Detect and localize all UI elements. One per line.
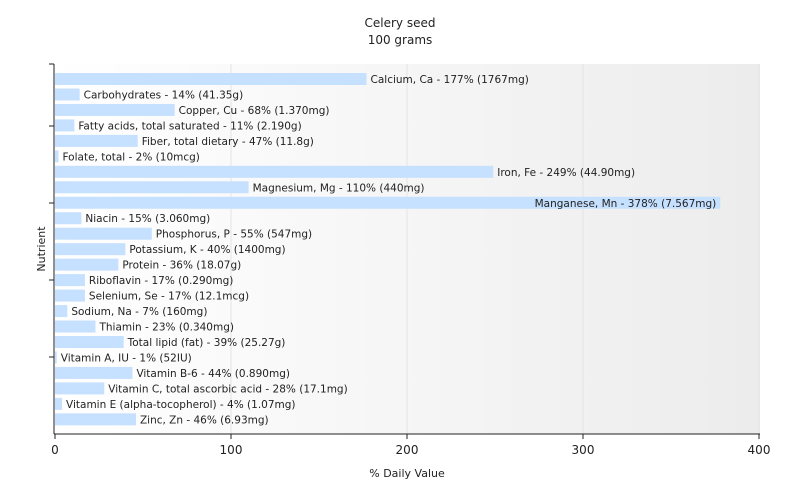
bar-label: Selenium, Se - 17% (12.1mcg) <box>89 291 249 303</box>
bar-label: Fiber, total dietary - 47% (11.8g) <box>142 136 314 148</box>
x-tick-label: 0 <box>51 443 59 457</box>
bar-label: Protein - 36% (18.07g) <box>122 260 241 272</box>
bar-label: Sodium, Na - 7% (160mg) <box>71 306 207 318</box>
bar <box>55 351 57 364</box>
bar-label: Total lipid (fat) - 39% (25.27g) <box>127 337 286 349</box>
bar-label: Vitamin B-6 - 44% (0.890mg) <box>136 368 290 380</box>
bar <box>55 382 105 395</box>
chart-subtitle: 100 grams <box>368 33 433 47</box>
bar-label: Niacin - 15% (3.060mg) <box>85 213 210 225</box>
bar <box>55 335 124 348</box>
bar <box>55 320 96 333</box>
bar-label: Zinc, Zn - 46% (6.93mg) <box>140 414 269 426</box>
x-tick-label: 300 <box>572 443 595 457</box>
bar <box>55 227 152 240</box>
bar-label: Vitamin C, total ascorbic acid - 28% (17… <box>108 383 347 395</box>
bar-label: Calcium, Ca - 177% (1767mg) <box>371 74 529 86</box>
bar <box>55 243 126 256</box>
y-axis-label: Nutrient <box>35 226 48 272</box>
bar <box>55 73 367 85</box>
bar-label: Vitamin A, IU - 1% (52IU) <box>61 352 192 364</box>
bar <box>55 258 119 271</box>
bar-label: Copper, Cu - 68% (1.370mg) <box>179 105 330 117</box>
bar-label: Thiamin - 23% (0.340mg) <box>98 322 234 334</box>
bar <box>55 366 133 379</box>
bar-label: Iron, Fe - 249% (44.90mg) <box>497 167 635 179</box>
bar <box>55 397 63 410</box>
bar <box>55 196 721 209</box>
x-axis-label: % Daily Value <box>369 467 445 480</box>
bar-label: Phosphorus, P - 55% (547mg) <box>156 229 312 241</box>
bar-label: Folate, total - 2% (10mcg) <box>63 151 200 163</box>
bar <box>55 289 85 302</box>
bar <box>55 305 68 318</box>
gridlines <box>230 64 760 434</box>
bar <box>55 119 75 132</box>
bar-label: Potassium, K - 40% (1400mg) <box>129 244 285 256</box>
bar-label: Carbohydrates - 14% (41.35g) <box>84 89 244 101</box>
x-tick-label: 100 <box>220 443 243 457</box>
bar <box>55 88 80 101</box>
bar-label: Manganese, Mn - 378% (7.567mg) <box>535 198 717 210</box>
bars: Calcium, Ca - 177% (1767mg) Carbohydrates… <box>55 73 721 426</box>
bar <box>55 134 138 147</box>
bar <box>55 413 136 426</box>
bar-label: Riboflavin - 17% (0.290mg) <box>89 275 233 287</box>
x-tick-label: 400 <box>748 443 771 457</box>
bar <box>55 274 85 287</box>
chart-title: Celery seed <box>365 16 436 30</box>
bar <box>55 103 175 116</box>
axes: 0 100 200 300 400 <box>49 63 771 457</box>
bar-label: Vitamin E (alpha-tocopherol) - 4% (1.07m… <box>66 399 296 411</box>
bar <box>55 150 59 163</box>
bar-label: Magnesium, Mg - 110% (440mg) <box>253 182 425 194</box>
bar <box>55 212 82 225</box>
x-tick-label: 200 <box>396 443 419 457</box>
bar <box>55 181 249 194</box>
bar-label: Fatty acids, total saturated - 11% (2.19… <box>78 120 301 132</box>
bar <box>55 165 494 178</box>
